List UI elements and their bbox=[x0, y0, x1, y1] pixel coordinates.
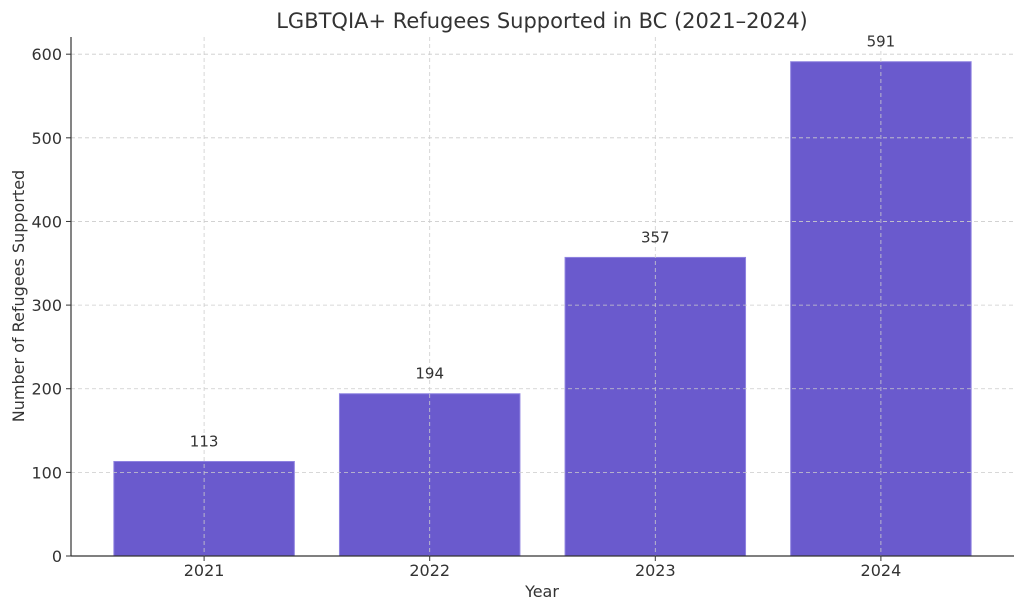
y-axis-label: Number of Refugees Supported bbox=[9, 170, 28, 422]
y-tick-label: 400 bbox=[31, 212, 62, 231]
data-label-2021: 113 bbox=[190, 432, 219, 450]
data-label-2023: 357 bbox=[641, 228, 670, 246]
x-tick-label: 2021 bbox=[184, 561, 225, 580]
data-label-2022: 194 bbox=[415, 365, 444, 383]
y-tick-label: 200 bbox=[31, 380, 62, 399]
x-tick-label: 2024 bbox=[861, 561, 902, 580]
x-axis-label: Year bbox=[524, 582, 559, 601]
y-tick-label: 600 bbox=[31, 45, 62, 64]
y-tick-label: 300 bbox=[31, 296, 62, 315]
bar-2023 bbox=[564, 256, 747, 557]
y-tick-label: 100 bbox=[31, 463, 62, 482]
chart-title: LGBTQIA+ Refugees Supported in BC (2021–… bbox=[276, 9, 808, 33]
x-tick-label: 2023 bbox=[635, 561, 676, 580]
x-tick-label: 2022 bbox=[409, 561, 450, 580]
data-label-2024: 591 bbox=[867, 33, 896, 51]
y-tick-label: 0 bbox=[52, 547, 62, 566]
y-tick-label: 500 bbox=[31, 129, 62, 148]
